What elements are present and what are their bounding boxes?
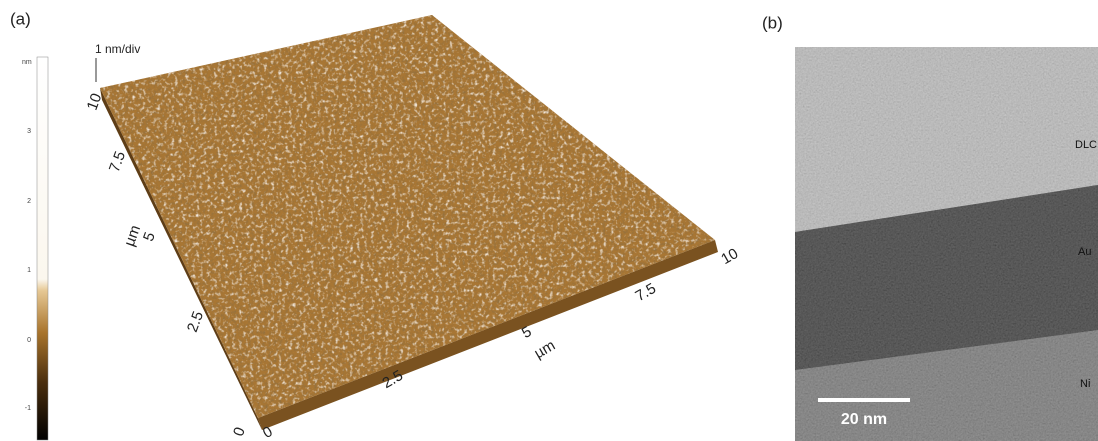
y-tick-label: 0 [230, 425, 249, 439]
layer-label: Ni [1080, 378, 1090, 390]
x-tick-label: 5 [519, 323, 535, 342]
x-tick-label: 0 [260, 423, 276, 441]
colorbar-tick: -1 [25, 405, 31, 412]
panel-label: (a) [10, 9, 31, 28]
colorbar-unit: nm [22, 59, 32, 66]
x-axis-unit: µm [531, 337, 558, 362]
scale-bar-label: 20 nm [841, 411, 887, 428]
y-axis-unit: µm [121, 223, 144, 249]
afm-surface [95, 10, 720, 430]
tem-image [795, 47, 1098, 441]
layer-label: DLC [1075, 139, 1097, 151]
x-tick-label: 10 [718, 245, 741, 268]
figure: (a) nm 3 2 1 0 -1 1 nm/div 10 7.5 5 µm 2… [0, 0, 1098, 441]
layer-label: Au [1078, 246, 1091, 258]
colorbar-tick: 2 [27, 198, 31, 205]
panel-label: (b) [762, 13, 783, 32]
colorbar [37, 57, 48, 440]
colorbar-tick: 1 [27, 267, 31, 274]
colorbar-tick: 3 [27, 128, 31, 135]
y-tick-label: 2.5 [184, 309, 207, 334]
y-tick-label: 7.5 [106, 149, 129, 174]
colorbar-tick: 0 [27, 337, 31, 344]
z-scale-label: 1 nm/div [95, 42, 140, 56]
